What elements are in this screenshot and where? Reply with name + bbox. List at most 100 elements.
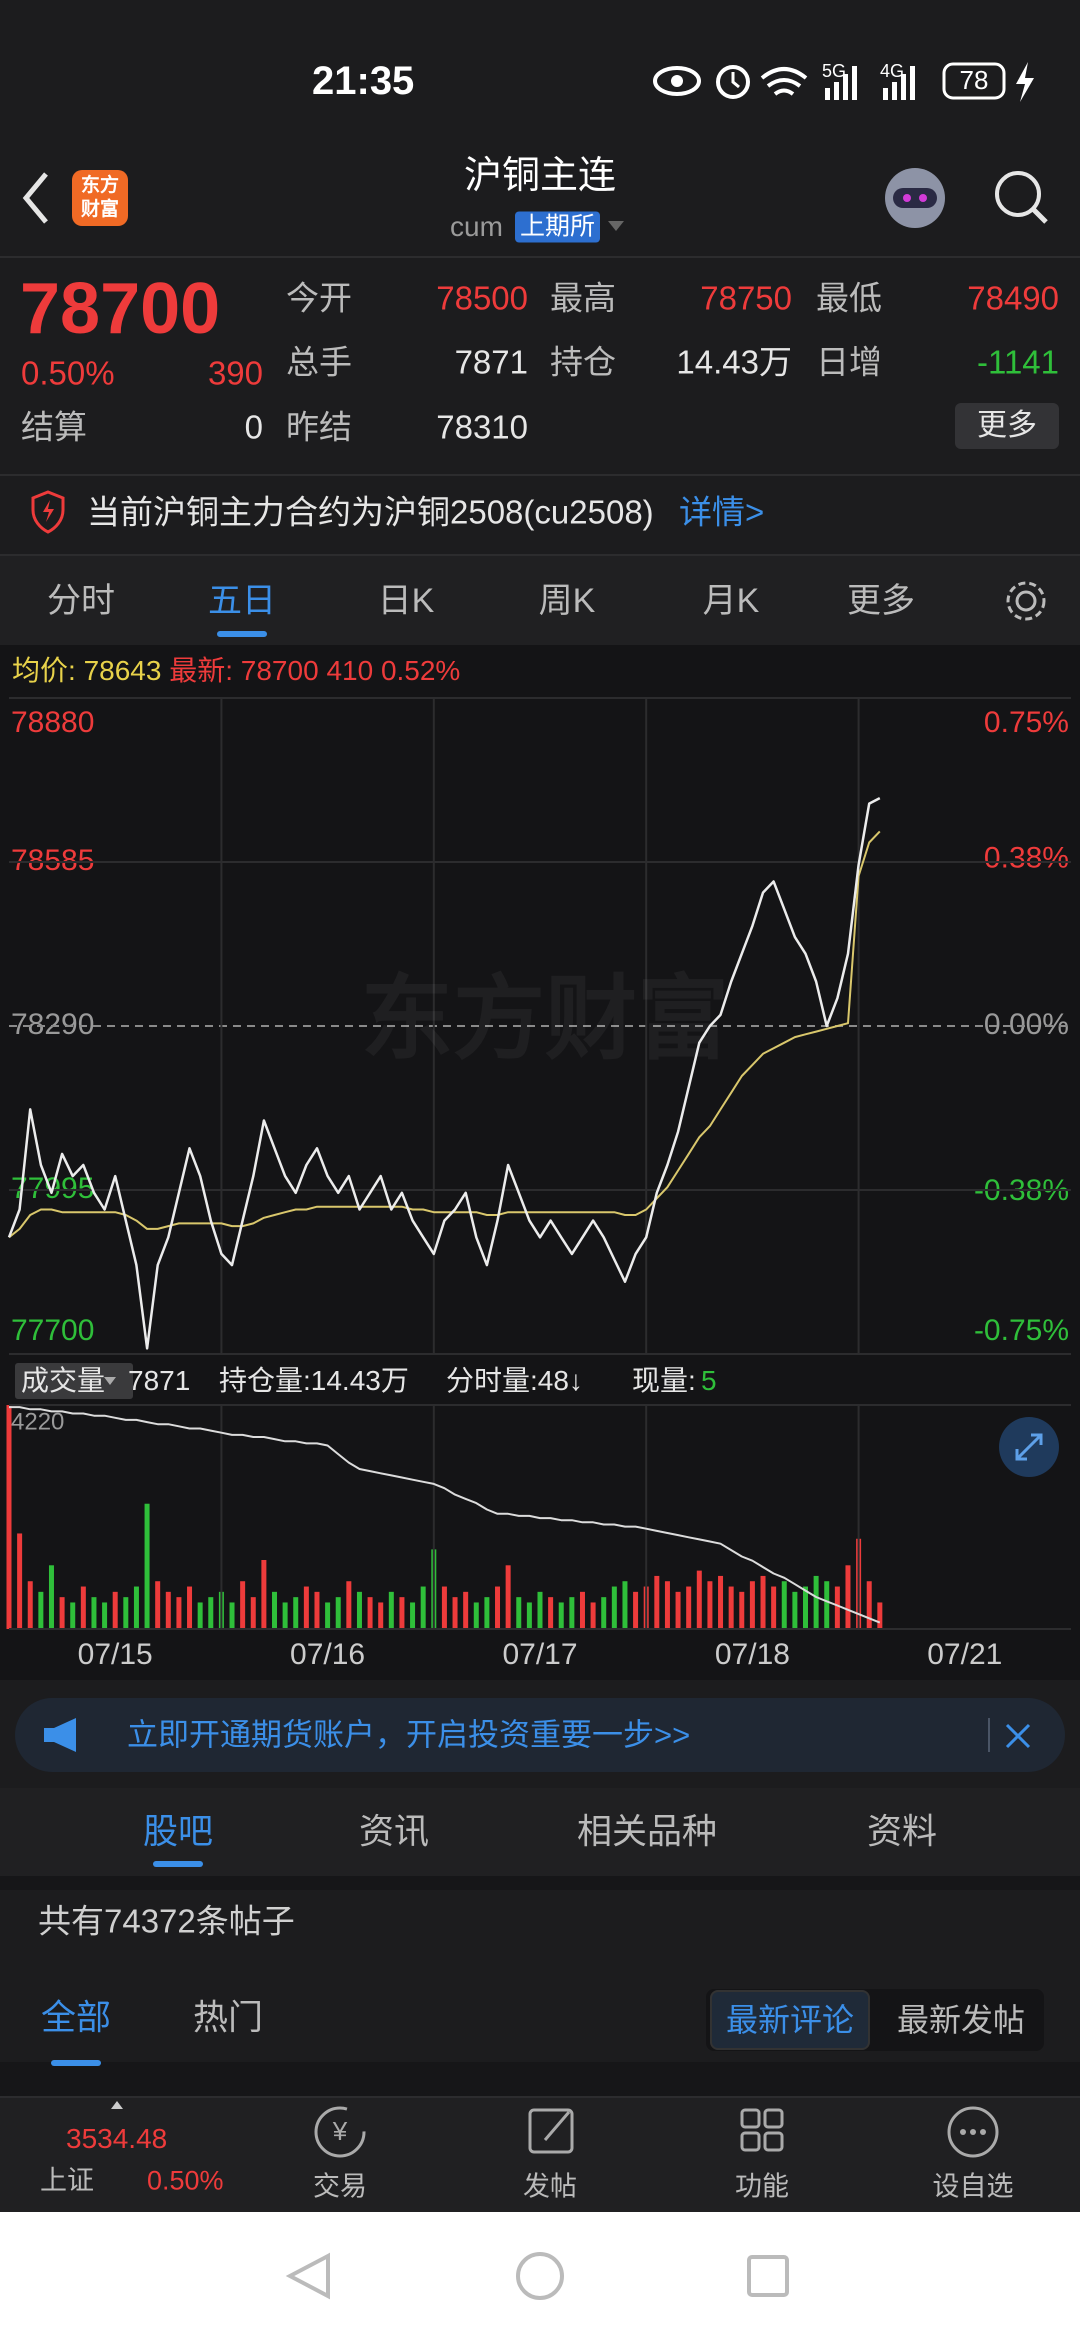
period-tab[interactable]: 五日 — [208, 582, 276, 620]
settings-button[interactable] — [1002, 577, 1050, 625]
latest-pct: 0.52% — [380, 655, 461, 686]
exchange-badge: 上期所 — [515, 211, 601, 243]
section-tab[interactable]: 相关品种 — [576, 1812, 718, 1852]
avg-label: 均价: — [12, 655, 76, 686]
stat-label: 总手 — [286, 343, 352, 381]
separator — [988, 1718, 990, 1752]
system-back[interactable] — [285, 2252, 330, 2300]
index-value: 3534.48 — [66, 2123, 168, 2154]
latest-value: 78700 — [240, 655, 319, 686]
page-title: 沪铜主连 — [463, 155, 616, 197]
promo-banner[interactable] — [15, 1698, 1065, 1772]
latest-change: 410 — [326, 655, 374, 686]
period-tab[interactable]: 周K — [538, 582, 596, 620]
stat-value: 78500 — [436, 279, 528, 317]
stat-label: 今开 — [286, 279, 352, 317]
tab-bar-bg — [0, 555, 1080, 645]
now-volume: 5 — [701, 1365, 717, 1396]
divider — [0, 256, 1080, 258]
section-tab[interactable]: 资料 — [866, 1812, 938, 1852]
battery-level: 78 — [960, 65, 989, 95]
section-tab[interactable]: 股吧 — [142, 1812, 214, 1852]
banner-text[interactable]: 立即开通期货账户，开启投资重要一步>> — [127, 1717, 691, 1753]
header-left: 东方 财富 — [22, 170, 128, 226]
post-count: 共有74372条帖子 — [38, 1902, 295, 1940]
stat-label: 最高 — [550, 279, 616, 317]
search-button[interactable] — [995, 171, 1041, 217]
stat-value: 0 — [244, 408, 263, 446]
change-value: 390 — [207, 354, 263, 392]
dropdown-arrow[interactable] — [606, 218, 626, 234]
volume-value: 7871 — [128, 1365, 191, 1396]
stat-label: 持仓 — [550, 343, 616, 381]
divider — [0, 554, 1080, 556]
stat-label: 昨结 — [286, 408, 352, 446]
index-pct: 0.50% — [147, 2165, 224, 2196]
divider-band — [0, 1876, 1080, 1890]
index-name: 上证 — [40, 2165, 94, 2196]
stat-label: 日增 — [816, 343, 882, 381]
sort-button[interactable]: 最新发帖 — [896, 2002, 1026, 2038]
more-button[interactable]: 更多 — [955, 403, 1059, 449]
app-logo — [72, 170, 128, 226]
indicator-select[interactable]: 成交量 — [15, 1363, 134, 1399]
latest-label: 最新: — [169, 655, 233, 686]
up-arrow — [111, 2101, 123, 2109]
header-right — [885, 168, 1048, 228]
now-label: 现量: — [632, 1365, 696, 1396]
period-tab[interactable]: 更多 — [847, 582, 915, 620]
period-tab[interactable]: 月K — [702, 582, 760, 620]
stat-value: 14.43万 — [676, 343, 792, 381]
stat-value: 78490 — [967, 279, 1059, 317]
stat-value: 78750 — [700, 279, 792, 317]
stat-value: 7871 — [454, 343, 528, 381]
stat-value: -1141 — [977, 343, 1059, 381]
last-price: 78700 — [20, 269, 221, 349]
megaphone-icon — [44, 1718, 76, 1752]
tick-volume: 分时量:48↓ — [446, 1365, 583, 1396]
nav-item[interactable]: 功能 — [735, 2171, 789, 2202]
svg-text:¥: ¥ — [332, 2116, 348, 2146]
bottom-nav-bg — [0, 2096, 1080, 2214]
filter-tab[interactable]: 热门 — [192, 1998, 264, 2038]
logo-text: 财富 — [81, 197, 119, 220]
section-tab[interactable]: 资讯 — [358, 1812, 430, 1852]
avg-value: 78643 — [83, 655, 162, 686]
info-line: 均价: 78643 最新: 78700 410 0.52% — [12, 657, 460, 685]
nav-icons: ¥ — [314, 2106, 999, 2158]
sort-button[interactable]: 最新评论 — [709, 1990, 871, 2050]
filter-tab[interactable]: 全部 — [40, 1998, 112, 2038]
system-recents[interactable] — [747, 2255, 789, 2297]
dropdown-arrow — [104, 1377, 116, 1385]
contract-code: cum — [450, 211, 503, 242]
system-nav — [285, 2252, 789, 2300]
chart-bg — [0, 645, 1080, 1680]
change-pct: 0.50% — [21, 354, 115, 392]
active-underline — [51, 2060, 101, 2066]
notice-text: 当前沪铜主力合约为沪铜2508(cu2508) — [87, 493, 654, 531]
close-banner[interactable] — [1004, 1722, 1032, 1750]
period-tab[interactable]: 分时 — [47, 582, 115, 620]
stat-label: 结算 — [21, 408, 87, 446]
status-icons: 5G 4G 78 — [653, 61, 1034, 102]
system-nav-bg — [0, 2212, 1080, 2340]
divider-band — [0, 2062, 1080, 2096]
nav-item[interactable]: 发帖 — [523, 2171, 577, 2202]
active-underline — [153, 1861, 203, 1867]
network-label: 4G — [880, 61, 904, 81]
nav-item[interactable]: 交易 — [313, 2171, 367, 2202]
divider — [0, 474, 1080, 476]
back-button[interactable] — [22, 172, 48, 224]
nav-item[interactable]: 设自选 — [932, 2171, 1014, 2202]
period-tab[interactable]: 日K — [377, 582, 435, 620]
shield-icon — [31, 490, 65, 534]
system-home[interactable] — [516, 2252, 564, 2300]
network-label: 5G — [822, 61, 846, 81]
logo-text: 东方 — [81, 173, 119, 196]
stat-value: 78310 — [436, 408, 528, 446]
open-interest: 持仓量:14.43万 — [219, 1365, 409, 1396]
clock: 21:35 — [312, 59, 415, 103]
notice-link[interactable]: 详情> — [679, 493, 765, 531]
